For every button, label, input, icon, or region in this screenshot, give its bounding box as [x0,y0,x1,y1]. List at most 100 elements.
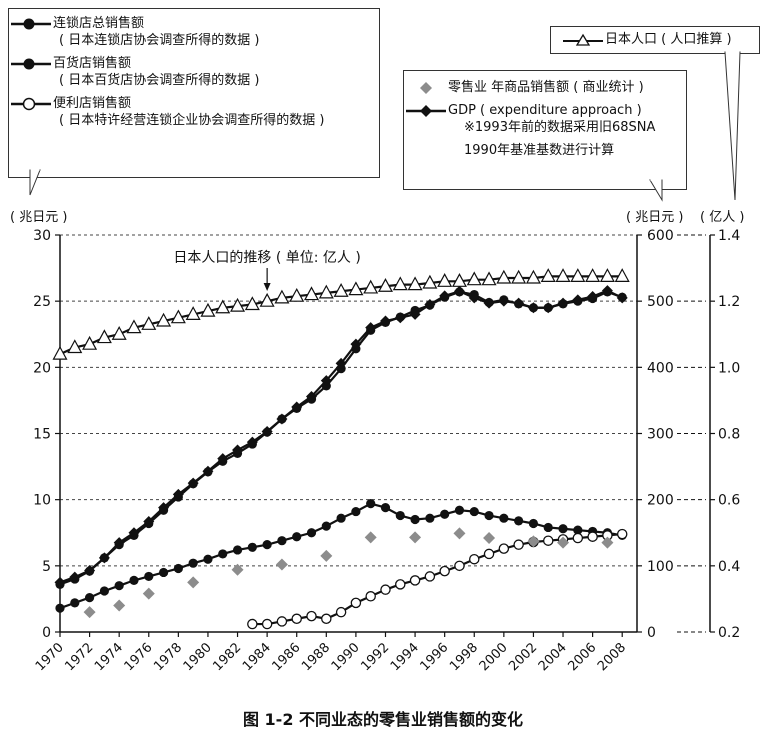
filled-circle-marker-icon [9,57,53,71]
x-tick-label: 1984 [240,640,274,674]
data-point [453,285,465,297]
annotation-arrowhead [263,283,271,291]
data-point [304,286,320,301]
mid-axis-unit: ( 兆日元 ) [626,210,684,225]
legend-source: ( 日本百货店协会调查所得的数据 ) [59,73,260,88]
data-point [365,322,377,334]
data-point [113,537,125,549]
x-tick-label: 1998 [447,640,481,674]
filled-circle-marker-icon [9,17,53,31]
right-axis-unit: ( 亿人 ) [700,210,745,225]
data-point [392,276,408,291]
legend-item-gdp: GDP ( expenditure approach ) [404,102,686,119]
data-point [187,576,200,589]
data-point [172,488,184,500]
data-point [275,558,288,571]
data-point [543,522,553,533]
data-point [54,576,66,588]
left-axis-unit: ( 兆日元 ) [10,210,68,225]
data-point [555,268,571,282]
data-point [231,563,244,576]
data-point [83,606,96,619]
right-tick-label: 0.6 [718,493,740,509]
data-point [587,531,598,542]
data-point [422,274,438,289]
data-point [232,545,243,555]
legend-item-department: 百货店销售额 [9,55,379,72]
data-point [363,279,379,294]
figure-caption: 图 1-2 不同业态的零售业销售额的变化 [242,710,524,729]
data-point [380,503,391,513]
data-point [424,571,436,582]
data-point [113,599,126,612]
x-tick-label: 1980 [181,640,215,674]
diamond-marker-icon [404,81,448,95]
data-point [573,525,583,535]
mid-tick-label: 200 [647,493,674,509]
data-point [483,548,495,560]
data-point [96,329,112,344]
x-tick-label: 1992 [358,640,392,674]
data-point [277,536,287,546]
data-point [511,269,527,284]
legend-item-convenience: 便利店销售额 [9,95,379,112]
left-tick-label: 0 [42,625,51,641]
data-point [156,312,172,327]
data-point [587,291,599,303]
data-point [335,357,347,369]
data-point [318,284,334,299]
filled-diamond-marker-icon [404,104,448,118]
data-point [466,271,482,286]
data-point [246,436,258,448]
left-tick-label: 15 [33,427,51,443]
data-point [143,516,155,528]
data-point [377,278,393,292]
data-point [481,271,497,286]
data-point [158,567,169,578]
data-point [572,532,584,544]
data-point [84,592,95,603]
right-tick-label: 0.8 [718,427,740,443]
data-point [572,294,584,306]
data-point [333,282,349,297]
data-point [395,510,405,521]
data-point [335,606,347,618]
data-point [424,298,436,310]
data-point [244,296,260,311]
data-point [379,315,391,327]
data-point [498,543,510,554]
data-point [98,552,110,564]
legend-item-population: 日本人口 ( 人口推算 ) [551,27,759,48]
data-point [336,513,346,523]
data-point [276,413,288,425]
legend-label: 零售业 年商品销售额 ( 商业统计 ) [448,80,644,95]
x-tick-label: 1994 [388,640,422,674]
data-point [274,289,290,304]
x-tick-label: 2004 [536,640,570,674]
data-point [202,465,214,477]
data-point [451,273,467,287]
open-circle-marker-icon [9,97,53,111]
data-point [525,269,541,284]
data-point [394,312,406,324]
data-point [158,502,170,514]
legend-box-mid: 零售业 年商品销售额 ( 商业统计 ) GDP ( expenditure ap… [403,70,687,190]
left-tick-label: 10 [33,493,51,509]
data-point [82,335,98,350]
data-point [513,297,525,309]
legend-box-right: 日本人口 ( 人口推算 ) [550,26,760,54]
data-point [114,581,124,591]
right-tick-label: 0.4 [718,559,740,575]
data-point [259,292,275,307]
data-point [111,325,127,340]
data-point [69,571,81,583]
left-tick-label: 30 [33,228,51,244]
data-point [289,287,305,302]
data-point [366,499,376,509]
x-tick-label: 1970 [33,640,67,674]
data-point [437,273,453,287]
data-point [70,598,80,608]
mid-tick-label: 100 [647,559,674,575]
right-tick-label: 1.0 [718,360,740,376]
data-point [514,516,524,526]
